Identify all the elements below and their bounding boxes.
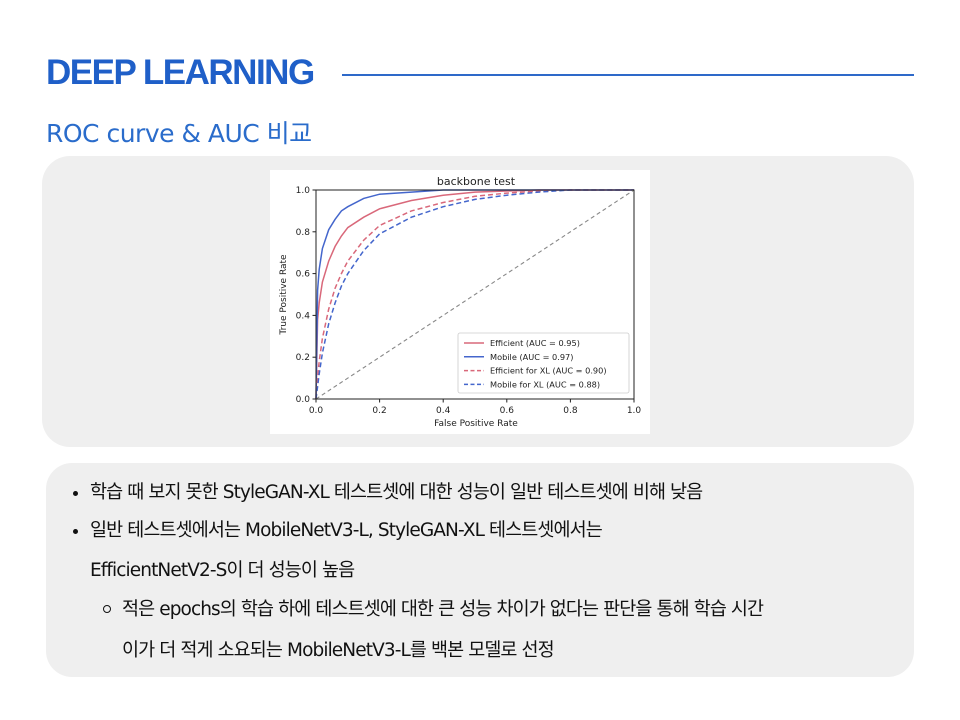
y-axis-label: True Positive Rate xyxy=(279,254,289,336)
header-divider xyxy=(342,74,914,76)
sub-bullet-circle xyxy=(103,605,111,613)
legend-entry: Efficient (AUC = 0.95) xyxy=(490,338,580,348)
legend-entry: Efficient for XL (AUC = 0.90) xyxy=(490,366,607,376)
bullet-dot xyxy=(73,491,78,496)
x-tick-label: 0.0 xyxy=(309,406,324,416)
y-tick-label: 0.6 xyxy=(296,270,311,280)
y-tick-label: 0.0 xyxy=(296,395,311,405)
x-axis-label: False Positive Rate xyxy=(434,419,518,429)
x-tick-label: 0.4 xyxy=(436,406,451,416)
legend-entry: Mobile (AUC = 0.97) xyxy=(490,352,573,362)
y-tick-label: 0.4 xyxy=(296,311,311,321)
note-sub-line-1: 적은 epochs의 학습 하에 테스트셋에 대한 큰 성능 차이가 없다는 판… xyxy=(122,599,764,620)
series-line-4 xyxy=(315,189,634,400)
notes-panel: 학습 때 보지 못한 StyleGAN-XL 테스트셋에 대한 성능이 일반 테… xyxy=(46,463,914,677)
chart-background xyxy=(270,170,650,434)
note-bullet-2-line-2: EfficientNetV2-S이 더 성능이 높음 xyxy=(90,560,355,581)
y-tick-label: 0.8 xyxy=(296,228,311,238)
chart-title: backbone test xyxy=(437,175,516,188)
note-sub-line-2: 이가 더 적게 소요되는 MobileNetV3-L를 백본 모델로 선정 xyxy=(122,640,555,661)
y-tick-label: 1.0 xyxy=(296,186,311,196)
bullet-dot xyxy=(73,529,78,534)
x-tick-label: 0.6 xyxy=(500,406,515,416)
y-tick-label: 0.2 xyxy=(296,353,310,363)
legend-entry: Mobile for XL (AUC = 0.88) xyxy=(490,379,600,389)
page-title: DEEP LEARNING xyxy=(46,53,315,92)
chart-legend: Efficient (AUC = 0.95) Mobile (AUC = 0.97… xyxy=(457,332,630,394)
x-tick-label: 0.2 xyxy=(372,406,386,416)
header: DEEP LEARNING xyxy=(46,50,914,96)
plot-frame xyxy=(315,189,635,400)
roc-chart: backbone test 0.0 0.2 0.4 0.6 0.8 1.0 0.0 0.2 0.… xyxy=(270,170,650,434)
note-bullet-2-line-1: 일반 테스트셋에서는 MobileNetV3-L, StyleGAN-XL 테스… xyxy=(90,520,603,541)
section-subtitle: ROC curve & AUC 비교 xyxy=(46,119,312,148)
series-line-3 xyxy=(315,189,634,400)
note-bullet-1: 학습 때 보지 못한 StyleGAN-XL 테스트셋에 대한 성능이 일반 테… xyxy=(90,482,703,503)
legend-box xyxy=(457,332,630,394)
diagonal-reference-line xyxy=(315,189,635,400)
x-tick-label: 1.0 xyxy=(627,406,642,416)
x-tick-label: 0.8 xyxy=(563,406,578,416)
